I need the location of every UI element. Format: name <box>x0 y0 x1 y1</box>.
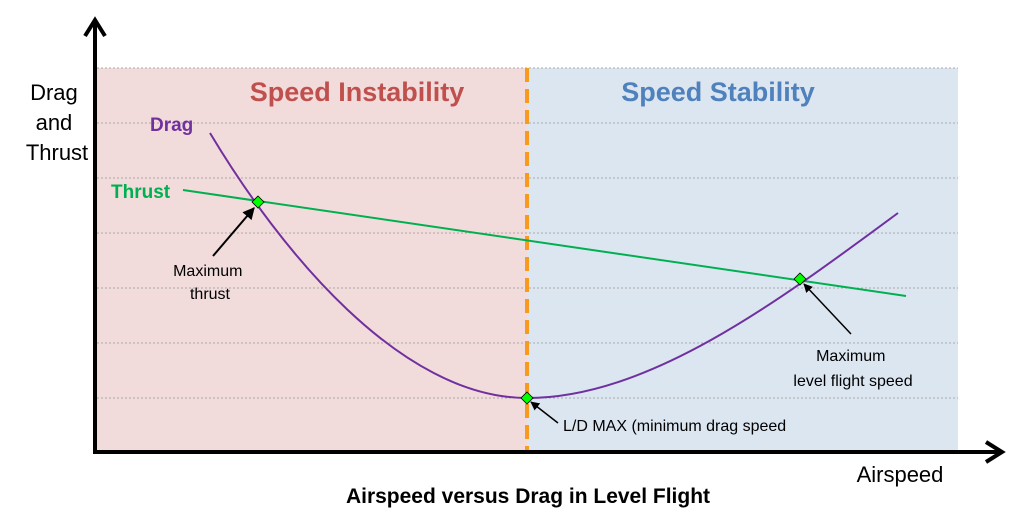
speed-instability-label: Speed Instability <box>250 77 465 107</box>
intersection-markers <box>251 195 807 405</box>
thrust-curve <box>182 189 907 297</box>
speed-stability-region <box>527 68 958 451</box>
thrust-label: Thrust <box>111 182 171 203</box>
x-axis-label: Airspeed <box>857 462 944 487</box>
x-axis-arrow-icon <box>984 440 1006 464</box>
max-level-speed-annotation: Maximum level flight speed <box>793 348 912 390</box>
max-thrust-marker <box>251 195 265 209</box>
annotation-arrows <box>212 207 852 424</box>
speed-instability-region <box>97 68 527 451</box>
ld-max-marker <box>520 391 534 405</box>
diagram-title: Airspeed versus Drag in Level Flight <box>346 485 710 508</box>
drag-label: Drag <box>150 115 193 136</box>
gridlines <box>97 67 958 399</box>
speed-stability-label: Speed Stability <box>621 77 815 107</box>
y-axis-arrow-icon <box>83 16 107 38</box>
ld-max-annotation: L/D MAX (minimum drag speed <box>563 418 786 435</box>
max-thrust-annotation: Maximum thrust <box>173 263 247 303</box>
max-level-speed-marker <box>793 272 807 286</box>
y-axis-label: Drag and Thrust <box>26 80 88 165</box>
